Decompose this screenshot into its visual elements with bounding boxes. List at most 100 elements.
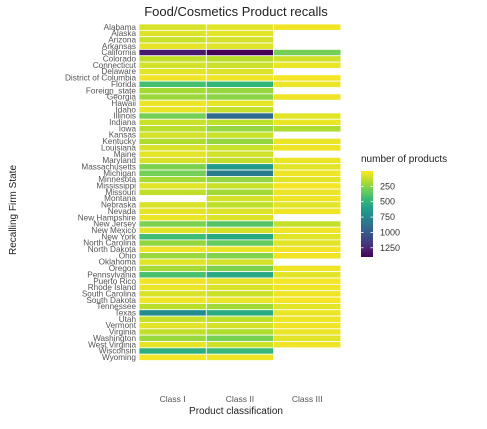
tile-pennsylvania-class-ii [205,271,275,279]
y-tick-label-virginia: Virginia [109,328,137,337]
tile-arizona-class-ii [205,36,275,44]
tile-texas-class-i [138,309,207,317]
tile-utah-class-i [138,315,207,323]
y-tick-label-iowa: Iowa [119,124,137,133]
tile-pennsylvania-class-i [138,271,207,279]
tile-wyoming-class-ii [205,353,275,361]
y-tick-label-indiana: Indiana [109,118,136,127]
y-tick-label-north-dakota: North Dakota [88,245,137,254]
tile-massachusetts-class-ii [205,163,275,171]
tile-michigan-class-i [138,169,207,177]
tile-south-dakota-class-iii [273,296,342,304]
tile-virginia-class-iii [273,328,342,336]
tile-iowa-class-ii [205,125,275,133]
tile-massachusetts-class-i [138,163,207,171]
x-tick-label-class-i: Class I [160,394,186,404]
y-tick-label-pennsylvania: Pennsylvania [87,270,136,279]
tile-nevada-class-iii [273,207,342,215]
tile-hawaii-class-i [138,99,207,107]
tile-florida-class-ii [205,80,275,88]
y-tick-label-ohio: Ohio [119,251,137,260]
tile-vermont-class-ii [205,322,275,330]
tile-nebraska-class-ii [205,201,275,209]
y-tick-label-illinois: Illinois [113,112,136,121]
tile-hawaii-class-ii [205,99,275,107]
y-tick-label-puerto-rico: Puerto Rico [93,277,136,286]
tile-new-mexico-class-i [138,226,207,234]
tile-wisconsin-class-ii [205,347,275,355]
y-tick-label-district-of-columbia: District of Columbia [65,74,136,83]
tile-kansas-class-i [138,131,207,139]
y-tick-label-idaho: Idaho [116,105,137,114]
tile-north-dakota-class-ii [205,245,275,253]
tile-puerto-rico-class-iii [273,277,342,285]
tile-south-dakota-class-ii [205,296,275,304]
tile-missouri-class-ii [205,188,275,196]
tile-arkansas-class-ii [205,42,275,50]
tile-north-dakota-class-iii [273,245,342,253]
tile-rhode-island-class-iii [273,283,342,292]
tile-pennsylvania-class-iii [273,271,342,279]
tile-washington-class-iii [273,334,342,342]
y-tick-label-delaware: Delaware [101,67,136,76]
y-tick-label-maryland: Maryland [102,156,136,165]
y-tick-label-north-carolina: North Carolina [83,239,136,248]
y-tick-label-mississippi: Mississippi [96,182,136,191]
tile-texas-class-iii [273,309,342,317]
tile-alabama-class-iii [273,23,342,31]
tile-new-jersey-class-ii [205,220,275,228]
y-tick-label-wisconsin: Wisconsin [99,347,137,356]
y-tick-label-vermont: Vermont [106,321,137,330]
tile-ohio-class-iii [273,252,342,260]
tile-kentucky-class-i [138,137,207,146]
tile-foreign-state-class-ii [205,87,275,95]
tile-new-hampshire-class-i [138,214,207,222]
tile-connecticut-class-i [138,61,207,69]
y-tick-label-south-dakota: South Dakota [86,296,136,305]
tile-maryland-class-ii [205,156,275,165]
chart-title: Food/Cosmetics Product recalls [144,4,328,19]
tile-rhode-island-class-ii [205,283,275,292]
tile-west-virginia-class-iii [273,341,342,349]
y-tick-label-alabama: Alabama [104,23,137,32]
tile-nebraska-class-i [138,201,207,209]
tile-new-york-class-i [138,233,207,241]
tile-delaware-class-i [138,68,207,76]
tile-maryland-class-iii [273,156,342,165]
tile-alaska-class-ii [205,29,275,38]
tile-district-of-columbia-class-ii [205,74,275,82]
tile-tennessee-class-iii [273,302,342,311]
tile-connecticut-class-ii [205,61,275,69]
tile-maine-class-i [138,150,207,158]
tile-connecticut-class-iii [273,61,342,69]
x-axis-label: Product classification [189,406,283,417]
tile-north-carolina-class-iii [273,239,342,247]
tile-michigan-class-ii [205,169,275,177]
heatmap-tiles [138,23,342,361]
tile-florida-class-i [138,80,207,88]
y-tick-label-utah: Utah [119,315,137,324]
tile-louisiana-class-iii [273,144,342,152]
y-tick-label-new-hampshire: New Hampshire [78,213,137,222]
y-tick-label-hawaii: Hawaii [111,99,136,108]
tile-montana-class-ii [205,195,275,203]
tile-indiana-class-i [138,118,207,126]
y-tick-labels: AlabamaAlaskaArizonaArkansasCaliforniaCo… [65,23,137,362]
tile-georgia-class-iii [273,93,342,101]
tile-new-mexico-class-ii [205,226,275,234]
tile-mississippi-class-ii [205,182,275,190]
tile-indiana-class-ii [205,118,275,126]
legend: number of products 250 500 750 1000 1250 [361,154,447,257]
tile-illinois-class-i [138,112,207,120]
tile-south-carolina-class-i [138,290,207,298]
x-tick-label-class-iii: Class III [292,394,323,404]
tile-arizona-class-i [138,36,207,44]
tile-south-carolina-class-iii [273,290,342,298]
tile-louisiana-class-i [138,144,207,152]
tile-puerto-rico-class-i [138,277,207,285]
y-tick-label-alaska: Alaska [111,29,136,38]
y-tick-label-michigan: Michigan [103,169,136,178]
tile-new-york-class-ii [205,233,275,241]
y-tick-label-missouri: Missouri [106,188,137,197]
tile-washington-class-ii [205,334,275,342]
